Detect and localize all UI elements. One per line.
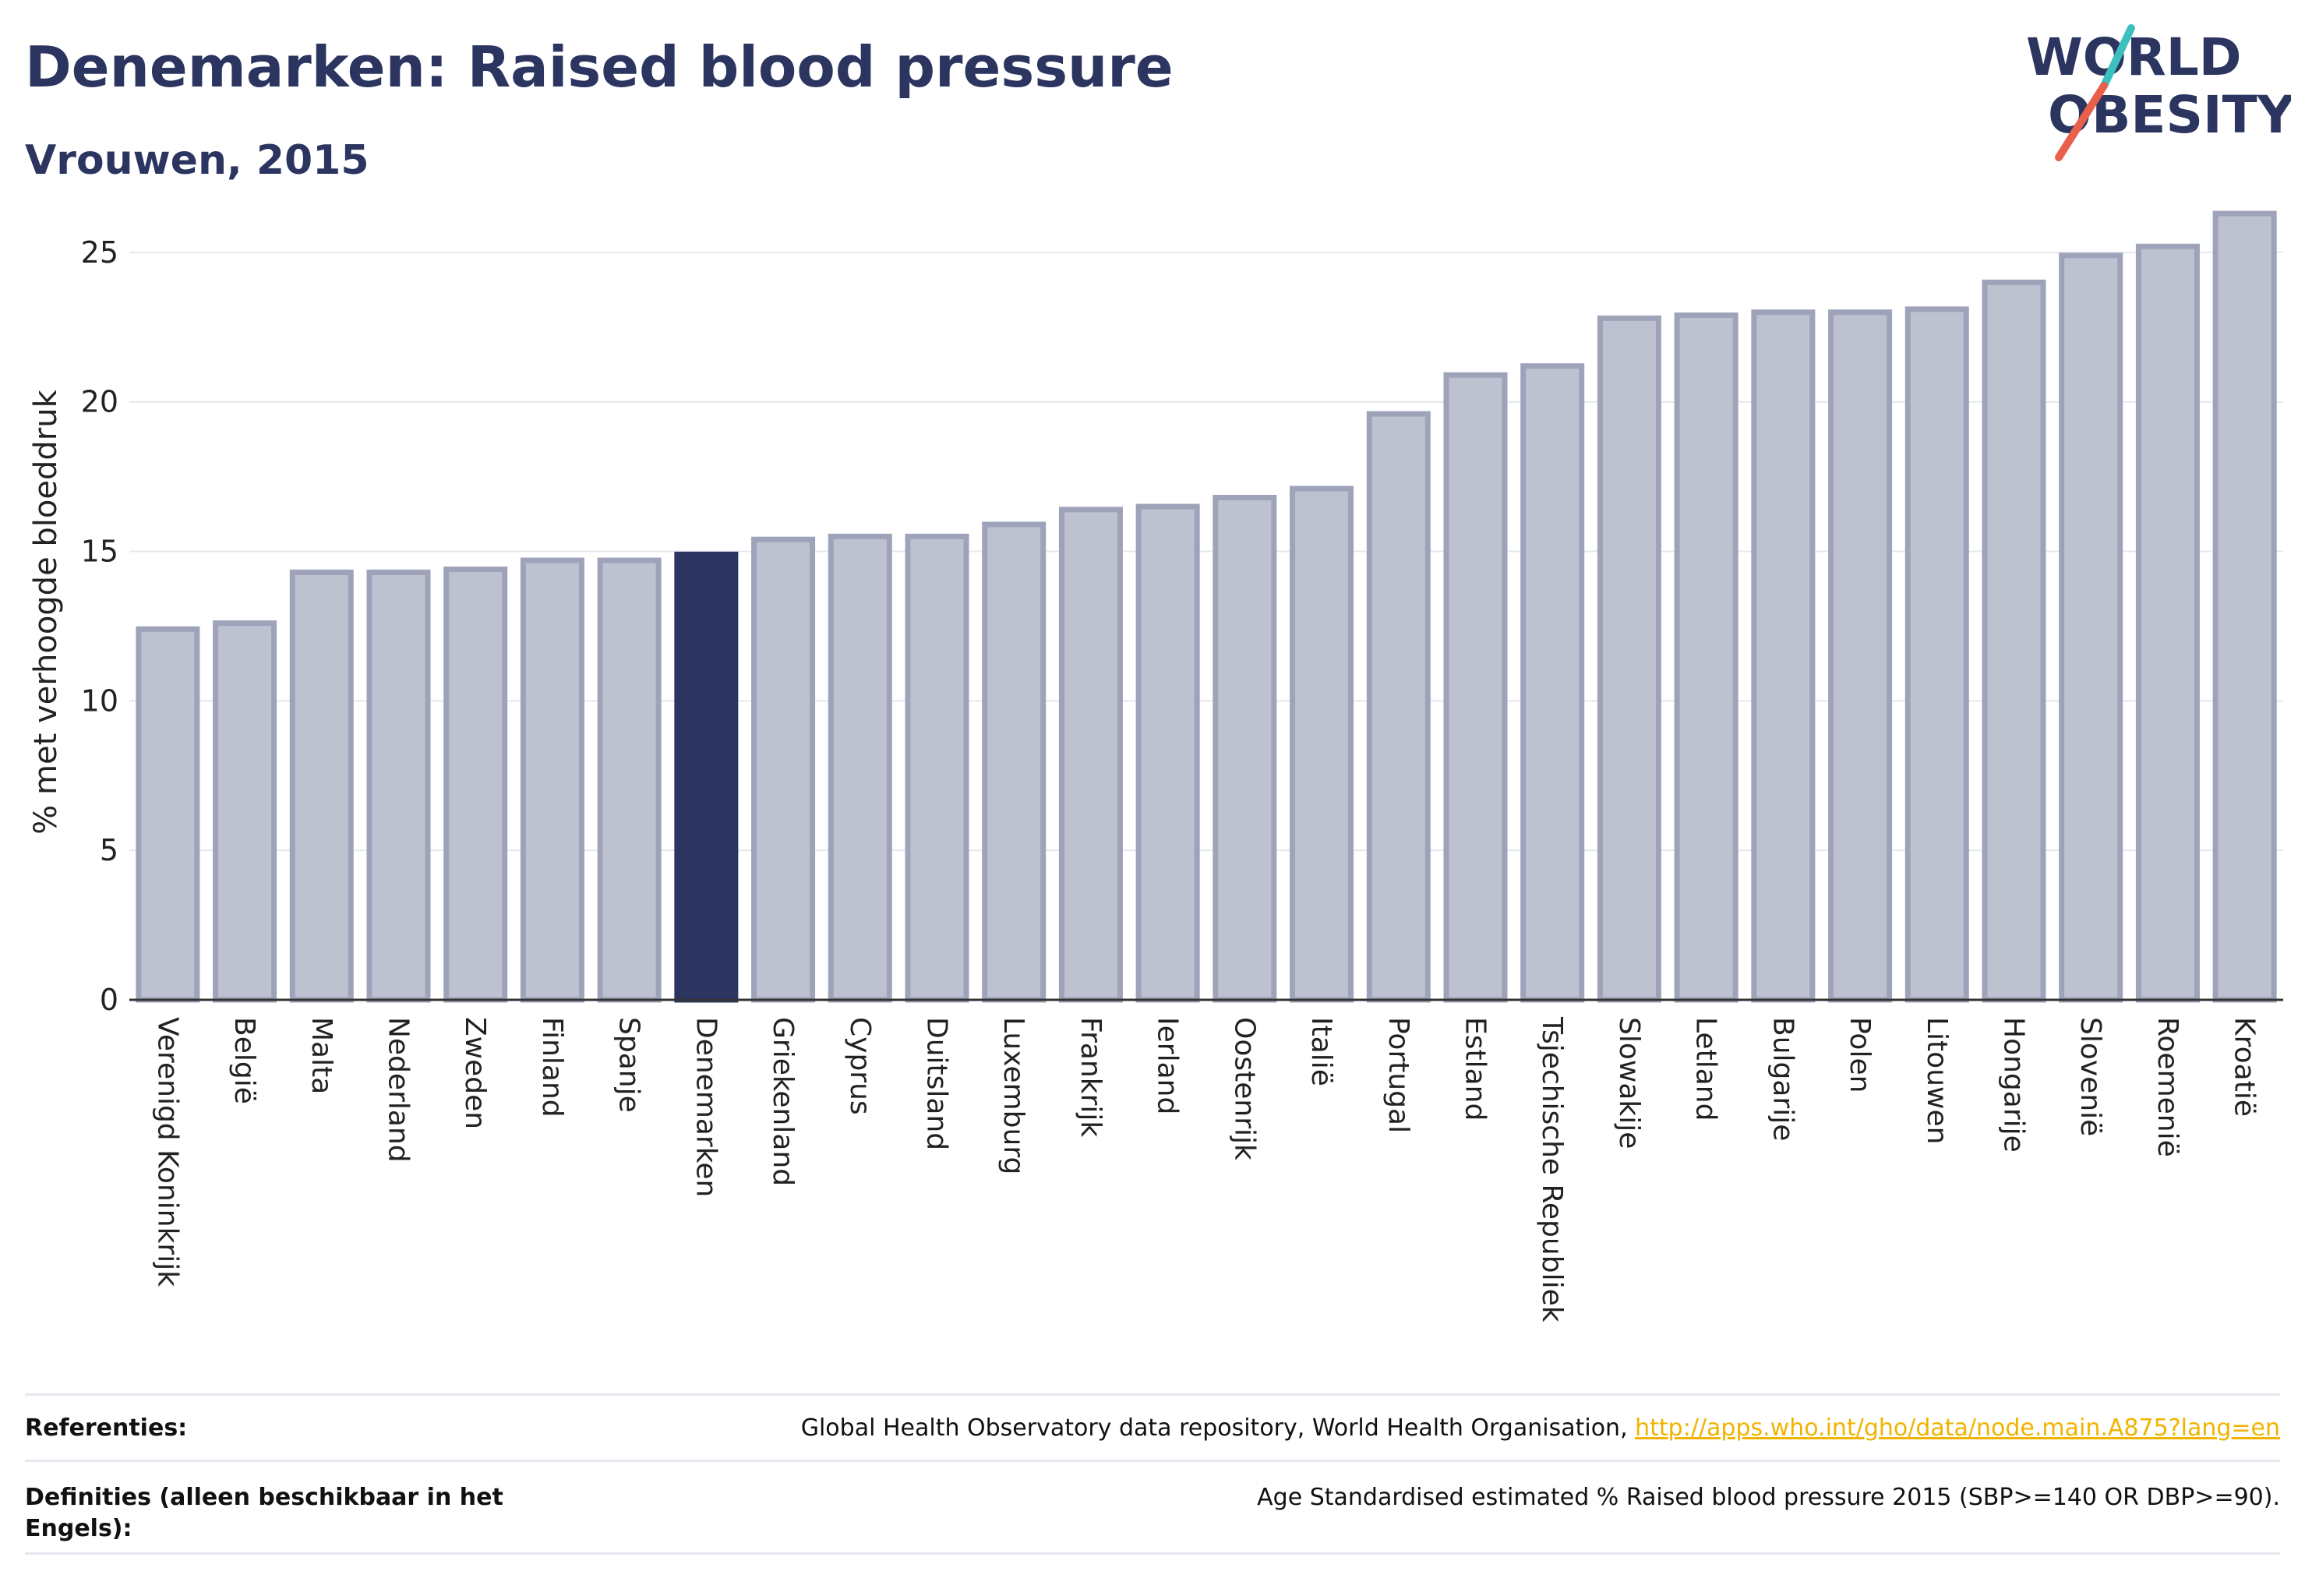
bar-2 [289,569,354,1003]
chart-title: Denemarken: Raised blood pressure [25,34,1174,100]
logo-accent-red [2055,82,2108,161]
y-axis-ticks: 0 5 10 15 20 25 [81,235,118,1017]
footer-table: Referenties: Global Health Observatory d… [25,1393,2280,1555]
x-tick-label: Spanje [613,1017,645,1113]
references-row: Referenties: Global Health Observatory d… [25,1393,2280,1460]
bar-21 [1751,309,1816,1003]
x-tick-label: Letland [1690,1017,1722,1121]
bar-5 [520,557,584,1003]
bar-15 [1290,486,1354,1003]
chart-subtitle: Vrouwen, 2015 [25,137,369,184]
y-tick-label: 25 [81,235,118,270]
y-tick-label: 15 [81,535,118,569]
x-tick-label: Malta [305,1017,337,1094]
x-tick-label: Litouwen [1921,1017,1953,1144]
bar-3 [366,569,431,1003]
x-tick-label: Zweden [459,1017,491,1129]
logo-line1: WORLD [2026,27,2242,87]
bar-4 [443,567,508,1003]
x-tick-label: Oostenrijk [1228,1017,1260,1160]
bar-18 [1520,363,1585,1003]
x-tick-label: Cyprus [844,1017,876,1115]
bar-22 [1828,309,1893,1003]
x-tick-label: Italië [1305,1017,1337,1086]
x-tick-label: Slovenië [2074,1017,2106,1136]
x-tick-label: België [228,1017,260,1104]
bar-9 [828,533,892,1003]
x-tick-label: Portugal [1382,1017,1414,1133]
bar-7 [674,551,739,1003]
bar-chart: 0 5 10 15 20 25 Verenigd Koninkrijk België Malt… [28,210,2283,1322]
x-tick-label: Luxemburg [997,1017,1029,1174]
x-tick-label: Denemarken [690,1017,722,1197]
y-tick-label: 20 [81,385,118,419]
bar-14 [1213,494,1277,1003]
x-tick-label: Bulgarije [1767,1017,1798,1141]
bar-8 [751,536,816,1003]
bar-25 [2059,252,2123,1003]
x-tick-label: Roemenië [2151,1017,2183,1157]
bar-16 [1366,411,1431,1003]
bar-19 [1597,315,1661,1003]
references-value: Global Health Observatory data repositor… [801,1414,2280,1442]
definitions-label: Definities (alleen beschikbaar in het En… [25,1484,503,1542]
definitions-row: Definities (alleen beschikbaar in het En… [25,1460,2280,1555]
bar-1 [213,620,277,1003]
bar-17 [1443,372,1508,1003]
x-tick-label: Polen [1844,1017,1876,1093]
x-tick-label: Frankrijk [1075,1017,1107,1137]
bar-23 [1904,306,1969,1003]
bar-26 [2135,243,2200,1003]
x-tick-label: Finland [536,1017,568,1118]
x-tick-label: Slowakije [1613,1017,1645,1149]
bar-27 [2212,210,2277,1003]
x-tick-label: Verenigd Koninkrijk [151,1017,183,1287]
references-text: Global Health Observatory data repositor… [800,1414,1636,1442]
logo-accent-teal [2100,24,2135,90]
y-tick-label: 10 [81,683,118,718]
x-tick-label: Estland [1460,1017,1491,1121]
x-tick-label: Ierland [1152,1017,1184,1114]
x-tick-label: Griekenland [767,1017,799,1186]
definitions-value: Age Standardised estimated % Raised bloo… [1257,1484,2280,1511]
references-link[interactable]: http://apps.who.int/gho/data/node.main.A… [1635,1414,2280,1442]
bar-12 [1058,507,1123,1003]
bar-11 [982,521,1047,1003]
bar-24 [1982,279,2046,1003]
bar-20 [1674,312,1738,1003]
x-tick-label: Hongarije [1998,1017,2030,1153]
y-axis-label: % met verhoogde bloeddruk [28,389,64,834]
references-label: Referenties: [25,1414,188,1442]
bar-13 [1135,503,1200,1003]
x-tick-label: Tsjechische Republiek [1536,1016,1568,1322]
bar-10 [905,533,969,1003]
x-tick-label: Nederland [383,1017,415,1163]
bar-0 [136,626,200,1003]
bar-6 [597,557,662,1003]
x-tick-label: Kroatië [2229,1017,2261,1117]
y-tick-label: 0 [100,983,118,1017]
bars [136,210,2277,1003]
x-tick-label: Duitsland [921,1017,953,1150]
x-axis-labels: Verenigd Koninkrijk België Malta Nederland Z… [151,1016,2260,1322]
y-tick-label: 5 [100,833,118,867]
world-obesity-logo: WORLD OBESITY [2026,24,2291,161]
